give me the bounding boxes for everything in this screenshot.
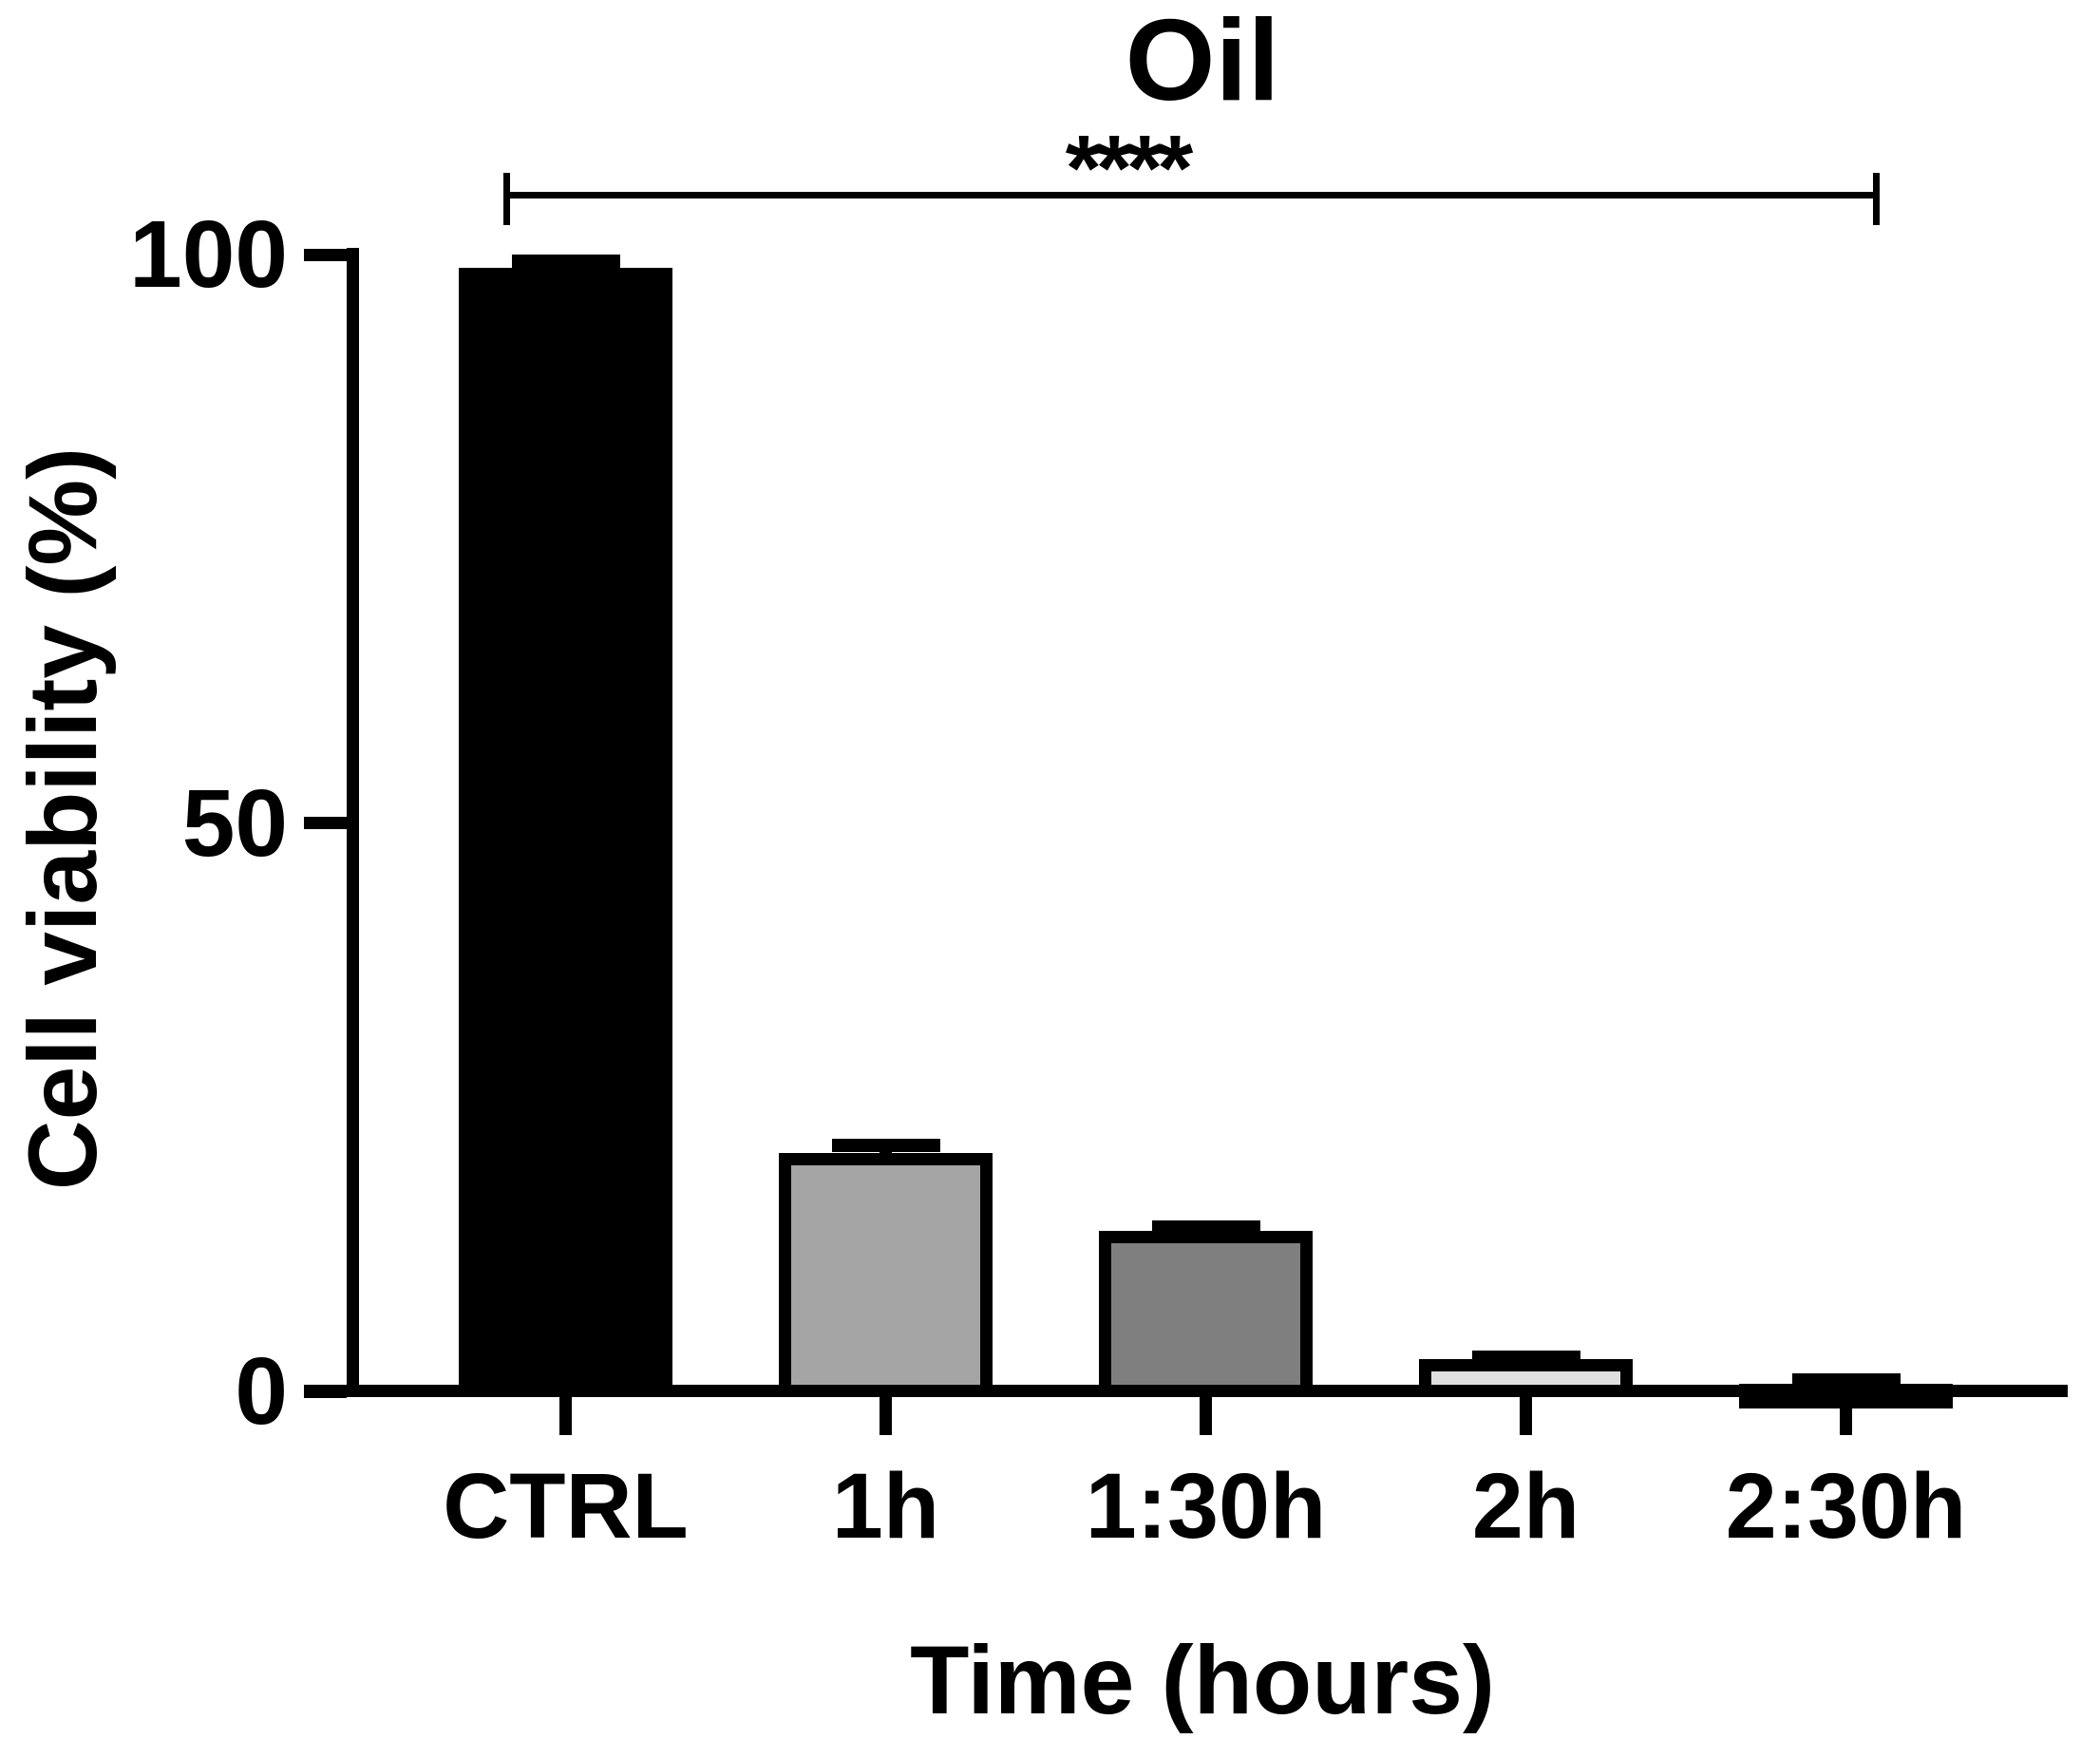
bar-1h bbox=[779, 1152, 993, 1397]
y-axis-tick bbox=[304, 1385, 347, 1398]
x-axis-tick bbox=[1200, 1397, 1212, 1435]
bar-1-30h bbox=[1099, 1231, 1313, 1397]
x-axis-tick bbox=[559, 1397, 572, 1435]
x-axis-title: Time (hours) bbox=[910, 1626, 1495, 1734]
y-axis-line bbox=[347, 248, 359, 1397]
significance-bracket-right-tick bbox=[1873, 173, 1880, 225]
y-axis-tick bbox=[304, 817, 347, 829]
x-category-label: 1h bbox=[831, 1454, 940, 1558]
y-tick-label: 50 bbox=[181, 769, 288, 877]
y-tick-label: 0 bbox=[235, 1338, 288, 1445]
x-axis-tick bbox=[880, 1397, 892, 1435]
x-axis-tick bbox=[1840, 1397, 1852, 1435]
y-axis-tick bbox=[304, 248, 347, 261]
x-category-label: 2h bbox=[1471, 1454, 1580, 1558]
bar-2h bbox=[1419, 1359, 1633, 1397]
error-bar-cap bbox=[831, 1139, 940, 1153]
significance-bracket-left-tick bbox=[503, 173, 510, 225]
x-category-label: 2:30h bbox=[1725, 1454, 1967, 1558]
x-category-label: CTRL bbox=[443, 1454, 689, 1558]
significance-stars: **** bbox=[1065, 116, 1194, 220]
error-bar-cap bbox=[1151, 1220, 1260, 1235]
x-category-label: 1:30h bbox=[1085, 1454, 1327, 1558]
chart-title: Oil bbox=[1125, 0, 1280, 124]
x-axis-tick bbox=[1520, 1397, 1532, 1435]
bar-ctrl bbox=[459, 268, 672, 1397]
y-tick-label: 100 bbox=[129, 201, 288, 308]
error-bar-cap bbox=[1791, 1372, 1901, 1387]
significance-bracket-line bbox=[506, 192, 1876, 198]
error-bar-cap bbox=[511, 255, 620, 268]
